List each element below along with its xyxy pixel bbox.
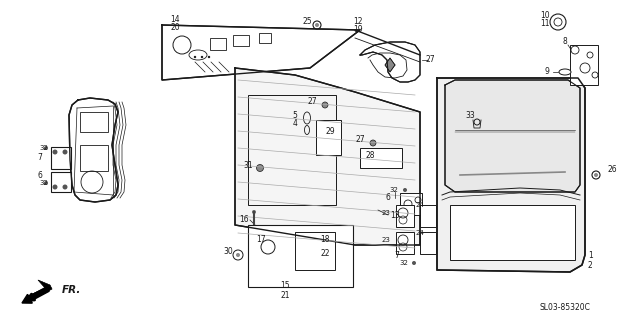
Bar	[248, 95, 336, 205]
Text: 15: 15	[280, 280, 290, 290]
Bar	[400, 193, 422, 215]
Text: 29: 29	[325, 128, 335, 137]
Text: 8: 8	[563, 38, 568, 47]
Circle shape	[52, 150, 58, 154]
Text: 31: 31	[243, 160, 253, 169]
FancyArrow shape	[22, 287, 49, 303]
Circle shape	[315, 23, 319, 27]
Bar	[51, 172, 71, 192]
Text: 6: 6	[385, 194, 390, 203]
Polygon shape	[69, 98, 118, 202]
Circle shape	[201, 56, 204, 58]
Bar	[316, 120, 341, 155]
Bar	[396, 205, 414, 227]
Circle shape	[44, 146, 48, 150]
Text: 26: 26	[607, 166, 616, 174]
Text: 21: 21	[280, 291, 290, 300]
Circle shape	[412, 261, 416, 265]
Circle shape	[322, 102, 328, 108]
Bar	[450, 205, 575, 260]
Circle shape	[236, 253, 240, 257]
Text: 17: 17	[256, 234, 266, 243]
Circle shape	[63, 150, 67, 154]
Text: 5: 5	[292, 110, 298, 120]
Circle shape	[370, 140, 376, 146]
Polygon shape	[28, 280, 52, 300]
Polygon shape	[437, 78, 585, 272]
Text: 13: 13	[390, 211, 400, 219]
Text: 27: 27	[425, 56, 435, 64]
Text: 6: 6	[38, 170, 42, 180]
Circle shape	[52, 184, 58, 189]
Text: SL03-85320C: SL03-85320C	[540, 303, 591, 313]
Bar	[80, 112, 108, 132]
Text: 32: 32	[390, 187, 399, 193]
Text: 23: 23	[381, 237, 390, 243]
Circle shape	[403, 188, 407, 192]
Circle shape	[594, 173, 598, 177]
Text: 24: 24	[415, 230, 424, 236]
Polygon shape	[385, 58, 395, 72]
Text: 33: 33	[465, 110, 475, 120]
Bar	[360, 148, 402, 168]
Text: 24: 24	[415, 202, 424, 208]
Bar	[570, 45, 598, 85]
Text: 4: 4	[292, 120, 298, 129]
Text: 18: 18	[320, 235, 330, 244]
Text: 7: 7	[395, 251, 399, 261]
Bar	[259, 33, 271, 43]
Text: 11: 11	[540, 19, 550, 27]
Circle shape	[252, 210, 256, 214]
Polygon shape	[360, 42, 420, 82]
Polygon shape	[162, 25, 360, 80]
Bar	[51, 147, 71, 169]
Bar	[248, 225, 353, 287]
Bar	[420, 232, 436, 254]
Bar	[396, 232, 414, 254]
Circle shape	[63, 184, 67, 189]
Text: 30: 30	[223, 248, 233, 256]
Text: 25: 25	[302, 18, 312, 26]
Bar	[295, 232, 335, 270]
Text: 9: 9	[545, 68, 549, 77]
Text: FR.: FR.	[62, 285, 81, 295]
Text: 14: 14	[170, 16, 180, 25]
Circle shape	[313, 21, 321, 29]
Circle shape	[208, 56, 210, 58]
Text: 28: 28	[365, 151, 375, 160]
Bar	[233, 35, 249, 46]
Text: 12: 12	[353, 18, 363, 26]
Circle shape	[257, 165, 264, 172]
Circle shape	[592, 171, 600, 179]
Polygon shape	[445, 80, 580, 192]
Bar	[80, 145, 108, 171]
Bar	[210, 38, 226, 50]
Text: 27: 27	[355, 136, 365, 145]
Text: 7: 7	[38, 153, 42, 162]
Text: 19: 19	[353, 26, 363, 34]
Circle shape	[44, 181, 48, 185]
Text: 2: 2	[588, 261, 593, 270]
Text: 32: 32	[40, 180, 49, 186]
Text: 32: 32	[40, 145, 49, 151]
Circle shape	[194, 56, 196, 58]
Polygon shape	[235, 68, 420, 245]
Text: 1: 1	[588, 250, 593, 259]
Text: 27: 27	[307, 98, 317, 107]
Text: 20: 20	[170, 24, 180, 33]
Ellipse shape	[559, 69, 571, 75]
Bar	[420, 205, 436, 227]
Text: 32: 32	[399, 260, 408, 266]
Text: 22: 22	[320, 249, 330, 257]
Text: 23: 23	[381, 210, 390, 216]
Text: 10: 10	[540, 11, 550, 19]
Text: 16: 16	[239, 216, 249, 225]
